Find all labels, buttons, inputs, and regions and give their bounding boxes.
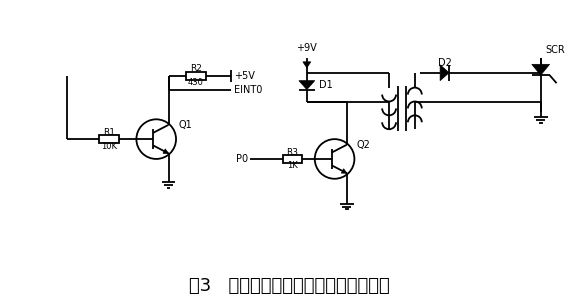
Text: 1K: 1K (287, 161, 298, 170)
Text: +9V: +9V (296, 43, 317, 53)
Text: Q1: Q1 (178, 120, 192, 130)
Polygon shape (440, 65, 449, 81)
Text: D1: D1 (318, 80, 332, 90)
Bar (186, 72, 206, 80)
Text: D2: D2 (438, 58, 452, 68)
Polygon shape (163, 149, 168, 154)
Text: Q2: Q2 (357, 140, 370, 150)
Text: SCR: SCR (545, 45, 566, 55)
Text: 430: 430 (188, 78, 204, 87)
Polygon shape (532, 64, 549, 75)
Text: R1: R1 (103, 128, 115, 137)
Text: 图3   过零点检测、可控硅触发控制电路: 图3 过零点检测、可控硅触发控制电路 (189, 277, 390, 295)
Text: +5V: +5V (234, 71, 255, 81)
Polygon shape (342, 169, 347, 173)
Polygon shape (303, 62, 311, 68)
Polygon shape (299, 81, 315, 90)
Text: EINT0: EINT0 (234, 85, 262, 95)
Text: 10K: 10K (101, 142, 117, 150)
Bar (283, 155, 302, 163)
Bar (99, 135, 119, 143)
Text: P0: P0 (236, 154, 248, 164)
Text: R2: R2 (190, 64, 201, 73)
Text: R3: R3 (287, 148, 298, 157)
